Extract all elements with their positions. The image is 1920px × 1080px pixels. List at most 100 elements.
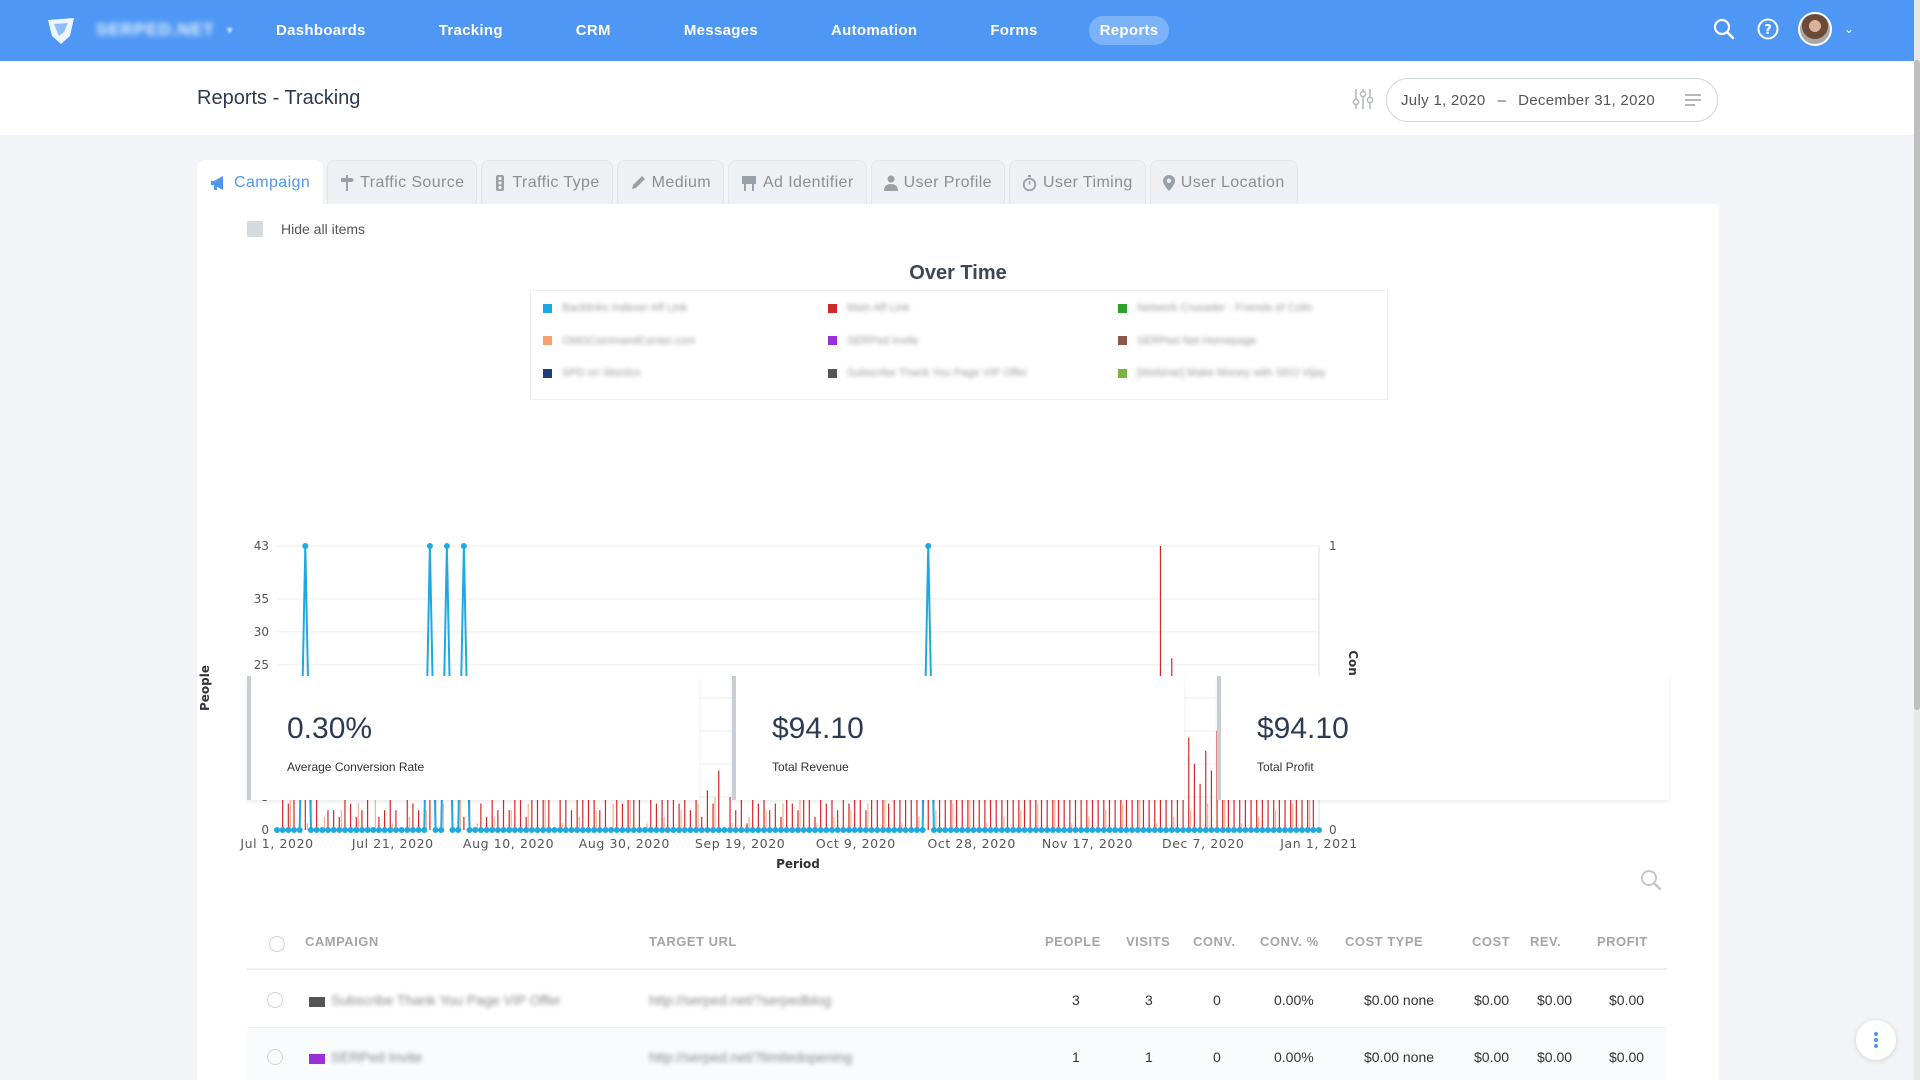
col-conv-pct[interactable]: CONV. % [1260, 934, 1319, 949]
col-visits[interactable]: VISITS [1126, 934, 1171, 949]
x-tick-label: Jul 1, 2020 [239, 836, 313, 851]
nav-messages[interactable]: Messages [683, 22, 758, 39]
page-scrollbar[interactable] [1914, 0, 1920, 1080]
col-cost-type[interactable]: COST TYPE [1345, 934, 1424, 949]
x-tick-label: Aug 30, 2020 [579, 836, 670, 851]
tab-user-location[interactable]: User Location [1149, 160, 1298, 205]
col-people[interactable]: PEOPLE [1045, 934, 1101, 949]
conversion-point [964, 827, 971, 833]
tab-traffic-type[interactable]: Traffic Type [481, 160, 613, 205]
conversion-point [591, 827, 598, 833]
legend-item[interactable]: Backlinks Indexer Aff Link [543, 299, 828, 317]
conversion-point [1316, 827, 1322, 833]
conversion-point [727, 827, 734, 833]
hide-all-checkbox[interactable] [247, 221, 263, 237]
conversion-point [483, 827, 490, 833]
scrollbar-thumb[interactable] [1914, 60, 1920, 710]
cell-profit: $0.00 [1609, 992, 1645, 1008]
date-range-picker[interactable]: July 1, 2020 – December 31, 2020 [1386, 78, 1718, 122]
tab-label: Traffic Source [360, 174, 465, 191]
conversion-point [721, 827, 728, 833]
conversion-point [1112, 827, 1119, 833]
conversion-point [1106, 827, 1113, 833]
nav-reports[interactable]: Reports [1088, 16, 1170, 45]
col-profit[interactable]: PROFIT [1597, 934, 1648, 949]
conversion-point [687, 827, 694, 833]
conversion-point [528, 827, 535, 833]
conversion-point [1049, 827, 1056, 833]
conversion-point [1027, 827, 1034, 833]
conversion-point [426, 543, 433, 549]
avatar[interactable] [1797, 12, 1832, 46]
tab-medium[interactable]: Medium [616, 160, 724, 205]
x-tick-label: Aug 10, 2020 [463, 836, 554, 851]
tab-ad-identifier[interactable]: Ad Identifier [727, 160, 867, 205]
table-search-icon[interactable] [1639, 868, 1663, 897]
menu-lines-icon[interactable] [1685, 93, 1701, 111]
legend-item[interactable]: Network Crusader - Friends of Colin [1118, 299, 1401, 317]
cell-rev: $0.00 [1537, 1049, 1573, 1065]
campaign-name[interactable]: SERPed Invite [331, 1049, 423, 1065]
conversion-point [1140, 827, 1147, 833]
sliders-icon[interactable] [1352, 87, 1374, 116]
col-rev[interactable]: REV. [1530, 934, 1562, 949]
cell-conv-pct: 0.00% [1274, 992, 1314, 1008]
legend-item[interactable]: SERPed Invite [828, 332, 1118, 350]
col-conv[interactable]: CONV. [1193, 934, 1236, 949]
nav-tracking[interactable]: Tracking [438, 22, 503, 39]
col-cost[interactable]: COST [1472, 934, 1511, 949]
conversion-point [930, 827, 937, 833]
search-icon[interactable] [1710, 15, 1738, 43]
nav-crm[interactable]: CRM [575, 22, 611, 39]
legend-item[interactable]: SERPed Net Homepage [1118, 332, 1401, 350]
legend-item[interactable]: OMGCommandCenter.com [543, 332, 828, 350]
row-select-radio[interactable] [267, 1049, 283, 1065]
table-row[interactable]: SERPed Invite http://serped.net/?limited… [247, 1029, 1667, 1080]
svg-text:?: ? [1764, 23, 1772, 38]
campaign-name[interactable]: Subscribe Thank You Page VIP Offer [331, 992, 561, 1008]
select-all-radio[interactable] [269, 936, 285, 952]
conversion-point [353, 827, 360, 833]
conversion-point [789, 827, 796, 833]
tab-campaign[interactable]: Campaign [197, 160, 324, 205]
tab-user-profile[interactable]: User Profile [870, 160, 1005, 205]
conversion-point [1089, 827, 1096, 833]
conversion-point [704, 827, 711, 833]
legend-item[interactable]: Main Aff Link [828, 299, 1118, 317]
conversion-point [1146, 827, 1153, 833]
conversion-point [1248, 827, 1255, 833]
conversion-point [319, 827, 326, 833]
help-icon[interactable]: ? [1754, 15, 1782, 43]
table-row[interactable]: Subscribe Thank You Page VIP Offer http:… [247, 972, 1667, 1028]
brand-logo[interactable]: SERPED.NET ▾ [44, 14, 233, 46]
legend-item[interactable]: [Webinar] Make Money with SEO Vijay [1118, 364, 1401, 382]
chevron-down-icon[interactable]: ⌄ [1843, 22, 1854, 36]
tab-user-timing[interactable]: User Timing [1008, 160, 1146, 205]
legend-swatch [828, 303, 837, 313]
tab-traffic-source[interactable]: Traffic Source [327, 160, 478, 205]
legend-item[interactable]: SPD on Wordzo [543, 364, 828, 382]
conversion-point [947, 827, 954, 833]
x-tick-label: Oct 9, 2020 [816, 836, 896, 851]
conversion-point [551, 827, 558, 833]
hide-all-toggle[interactable]: Hide all items [247, 221, 365, 237]
target-url[interactable]: http://serped.net/?limitedopening [649, 1049, 853, 1065]
row-select-radio[interactable] [267, 992, 283, 1008]
legend-item[interactable]: Subscribe Thank You Page VIP Offer [828, 364, 1118, 382]
brand-chevron-down-icon[interactable]: ▾ [226, 23, 233, 37]
conversion-point [562, 827, 569, 833]
x-tick-label: Sep 19, 2020 [695, 836, 785, 851]
col-campaign[interactable]: CAMPAIGN [305, 934, 379, 949]
conversion-point [1265, 827, 1272, 833]
target-url[interactable]: http://serped.net/?serpedblog [649, 992, 832, 1008]
nav-forms[interactable]: Forms [990, 22, 1038, 39]
nav-dashboards[interactable]: Dashboards [276, 22, 366, 39]
stat-label: Total Profit [1257, 760, 1314, 774]
col-target-url[interactable]: TARGET URL [649, 934, 737, 949]
conversion-point [778, 827, 785, 833]
conversion-point [1299, 827, 1306, 833]
conversion-point [1038, 827, 1045, 833]
more-options-button[interactable] [1856, 1020, 1896, 1060]
nav-automation[interactable]: Automation [830, 22, 918, 39]
conversion-point [693, 827, 700, 833]
